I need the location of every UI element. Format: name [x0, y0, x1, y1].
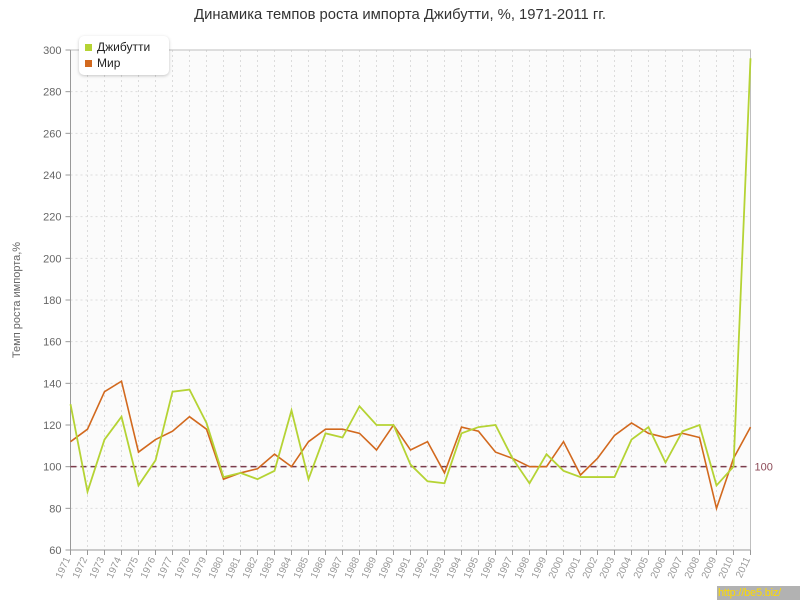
svg-text:2010: 2010 [717, 555, 737, 580]
svg-text:280: 280 [43, 87, 61, 99]
svg-text:2011: 2011 [734, 555, 753, 580]
svg-text:180: 180 [43, 295, 61, 307]
svg-text:200: 200 [43, 253, 61, 265]
svg-text:300: 300 [43, 45, 61, 57]
svg-text:60: 60 [49, 545, 61, 557]
svg-text:120: 120 [43, 420, 61, 432]
svg-text:260: 260 [43, 128, 61, 140]
svg-text:140: 140 [43, 378, 61, 390]
svg-text:220: 220 [43, 212, 61, 224]
svg-text:160: 160 [43, 337, 61, 349]
svg-text:240: 240 [43, 170, 61, 182]
svg-text:100: 100 [43, 462, 61, 474]
svg-text:80: 80 [49, 503, 61, 515]
svg-text:100: 100 [755, 462, 773, 474]
svg-text:Темп роста импорта,%: Темп роста импорта,% [11, 242, 23, 358]
